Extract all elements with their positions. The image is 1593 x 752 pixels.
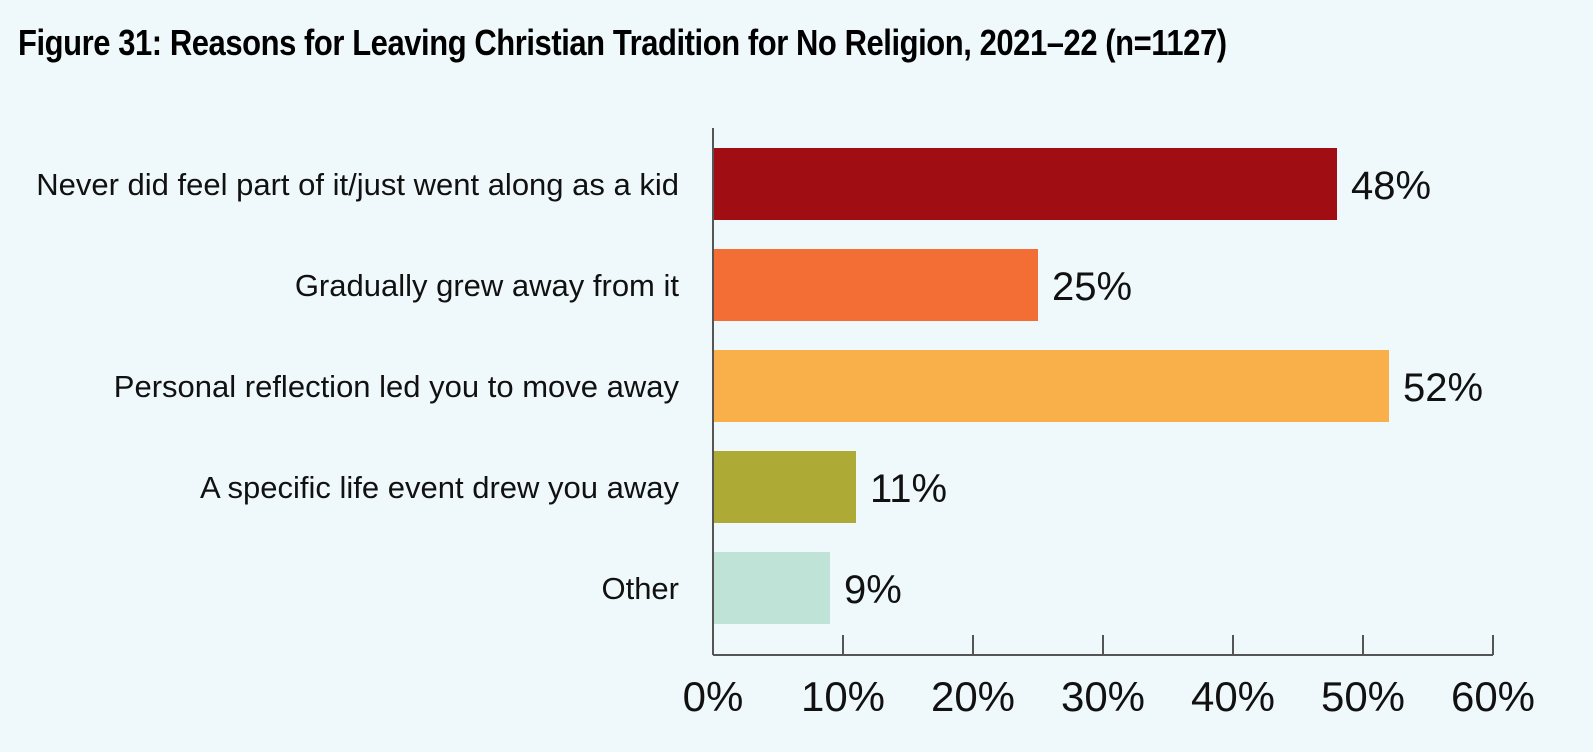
category-label: Personal reflection led you to move away — [114, 369, 680, 404]
x-tick-label: 30% — [1061, 673, 1145, 720]
x-tick-label: 10% — [801, 673, 885, 720]
bar — [713, 249, 1038, 321]
x-tick-label: 40% — [1191, 673, 1275, 720]
category-label: Gradually grew away from it — [295, 268, 680, 303]
bar — [713, 350, 1389, 422]
data-label: 48% — [1351, 164, 1431, 208]
bar — [713, 148, 1337, 220]
x-tick-label: 50% — [1321, 673, 1405, 720]
x-tick-label: 20% — [931, 673, 1015, 720]
chart-title: Figure 31: Reasons for Leaving Christian… — [18, 22, 1227, 63]
x-tick-label: 0% — [683, 673, 744, 720]
category-label: Never did feel part of it/just went alon… — [36, 167, 679, 202]
data-label: 9% — [844, 568, 902, 612]
data-label: 11% — [870, 467, 947, 511]
x-tick-label: 60% — [1451, 673, 1535, 720]
data-label: 52% — [1403, 366, 1483, 410]
bar — [713, 552, 830, 624]
category-label: A specific life event drew you away — [200, 470, 680, 505]
data-label: 25% — [1052, 265, 1132, 309]
bar — [713, 451, 856, 523]
category-label: Other — [601, 571, 679, 606]
